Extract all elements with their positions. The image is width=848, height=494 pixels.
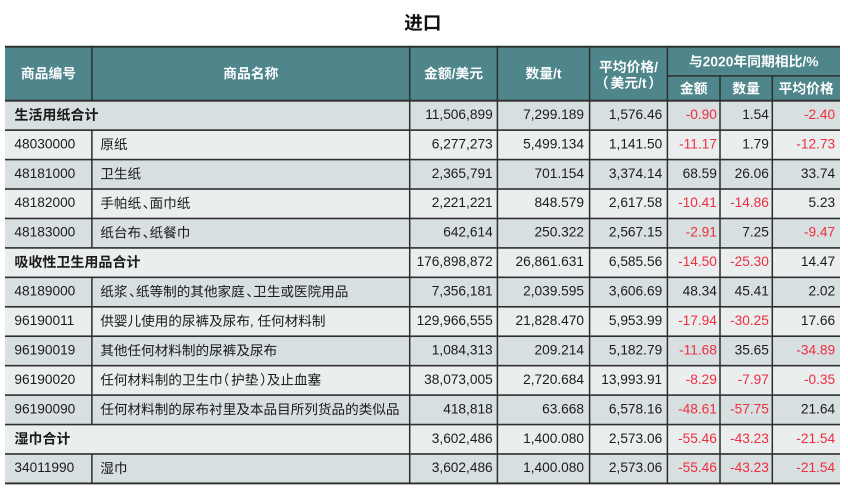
svg-text:209.214: 209.214: [535, 342, 585, 357]
svg-text:35.65: 35.65: [735, 342, 770, 357]
svg-text:2,573.06: 2,573.06: [609, 460, 663, 475]
svg-text:-11.17: -11.17: [679, 136, 717, 151]
svg-text:38,073,005: 38,073,005: [424, 372, 493, 387]
svg-text:34011990: 34011990: [14, 460, 74, 475]
svg-text:6,277,273: 6,277,273: [432, 136, 493, 151]
svg-text:2.02: 2.02: [808, 284, 835, 299]
svg-text:642,614: 642,614: [443, 225, 493, 240]
svg-text:5.23: 5.23: [808, 195, 835, 210]
svg-text:1,141.50: 1,141.50: [609, 136, 663, 151]
svg-text:-55.46: -55.46: [678, 431, 717, 446]
svg-text:3,602,486: 3,602,486: [432, 460, 493, 475]
svg-text:5,182.79: 5,182.79: [609, 342, 662, 357]
svg-text:6,578.16: 6,578.16: [609, 401, 663, 416]
svg-text:7.25: 7.25: [742, 225, 769, 240]
svg-text:48183000: 48183000: [14, 225, 75, 240]
svg-text:-21.54: -21.54: [796, 460, 835, 475]
svg-text:2,573.06: 2,573.06: [609, 431, 663, 446]
svg-text:-12.73: -12.73: [796, 136, 835, 151]
svg-text:2,039.595: 2,039.595: [523, 284, 584, 299]
svg-text:848.579: 848.579: [535, 195, 584, 210]
svg-text:63.668: 63.668: [542, 401, 584, 416]
svg-text:1,576.46: 1,576.46: [609, 107, 663, 122]
svg-text:-10.41: -10.41: [678, 195, 717, 210]
svg-text:13,993.91: 13,993.91: [601, 372, 662, 387]
svg-text:45.41: 45.41: [735, 284, 769, 299]
svg-text:48181000: 48181000: [14, 166, 75, 181]
svg-text:3,374.14: 3,374.14: [609, 166, 663, 181]
svg-text:-14.86: -14.86: [730, 195, 769, 210]
svg-text:1.79: 1.79: [742, 136, 769, 151]
svg-text:129,966,555: 129,966,555: [417, 313, 494, 328]
svg-text:-34.89: -34.89: [796, 342, 835, 357]
svg-text:6,585.56: 6,585.56: [609, 254, 663, 269]
svg-text:-2.40: -2.40: [804, 107, 836, 122]
svg-text:1,400.080: 1,400.080: [523, 431, 584, 446]
svg-text:250.322: 250.322: [535, 225, 584, 240]
svg-text:48189000: 48189000: [14, 284, 75, 299]
svg-text:96190020: 96190020: [14, 372, 75, 387]
svg-text:5,499.134: 5,499.134: [523, 136, 584, 151]
svg-text:26.06: 26.06: [735, 166, 770, 181]
svg-text:48.34: 48.34: [683, 284, 718, 299]
svg-text:-25.30: -25.30: [730, 254, 769, 269]
svg-text:33.74: 33.74: [801, 166, 836, 181]
svg-text:-9.47: -9.47: [804, 225, 835, 240]
svg-text:14.47: 14.47: [801, 254, 835, 269]
svg-text:1,084,313: 1,084,313: [432, 342, 493, 357]
svg-text:2,365,791: 2,365,791: [432, 166, 493, 181]
svg-text:2,221,221: 2,221,221: [432, 195, 493, 210]
svg-text:1.54: 1.54: [742, 107, 769, 122]
svg-text:701.154: 701.154: [535, 166, 585, 181]
svg-text:-11.68: -11.68: [679, 342, 717, 357]
svg-text:5,953.99: 5,953.99: [609, 313, 662, 328]
svg-text:48030000: 48030000: [14, 136, 75, 151]
svg-text:-7.97: -7.97: [738, 372, 769, 387]
svg-text:21,828.470: 21,828.470: [515, 313, 584, 328]
svg-text:-43.23: -43.23: [730, 431, 769, 446]
svg-text:-0.90: -0.90: [686, 107, 718, 122]
svg-text:48182000: 48182000: [14, 195, 75, 210]
svg-text:-43.23: -43.23: [730, 460, 769, 475]
svg-text:-17.94: -17.94: [678, 313, 717, 328]
svg-text:1,400.080: 1,400.080: [523, 460, 584, 475]
svg-text:7,356,181: 7,356,181: [432, 284, 493, 299]
svg-text:96190019: 96190019: [14, 342, 75, 357]
svg-text:-2.91: -2.91: [686, 225, 717, 240]
svg-text:68.59: 68.59: [683, 166, 717, 181]
svg-text:17.66: 17.66: [801, 313, 836, 328]
svg-text:-30.25: -30.25: [730, 313, 769, 328]
svg-text:2,617.58: 2,617.58: [609, 195, 663, 210]
svg-text:11,506,899: 11,506,899: [425, 107, 493, 122]
svg-text:2,567.15: 2,567.15: [609, 225, 663, 240]
svg-text:3,606.69: 3,606.69: [609, 284, 662, 299]
svg-text:7,299.189: 7,299.189: [523, 107, 584, 122]
svg-text:21.64: 21.64: [801, 401, 836, 416]
svg-text:96190011: 96190011: [14, 313, 74, 328]
svg-text:96190090: 96190090: [14, 401, 75, 416]
svg-text:-57.75: -57.75: [730, 401, 769, 416]
svg-text:176,898,872: 176,898,872: [417, 254, 493, 269]
svg-text:418,818: 418,818: [443, 401, 493, 416]
svg-text:-14.50: -14.50: [678, 254, 717, 269]
svg-text:-55.46: -55.46: [678, 460, 717, 475]
svg-text:26,861.631: 26,861.631: [515, 254, 584, 269]
svg-text:-8.29: -8.29: [686, 372, 717, 387]
svg-text:-21.54: -21.54: [796, 431, 835, 446]
svg-text:3,602,486: 3,602,486: [432, 431, 493, 446]
svg-text:2,720.684: 2,720.684: [523, 372, 584, 387]
svg-text:-0.35: -0.35: [804, 372, 836, 387]
svg-text:-48.61: -48.61: [678, 401, 717, 416]
